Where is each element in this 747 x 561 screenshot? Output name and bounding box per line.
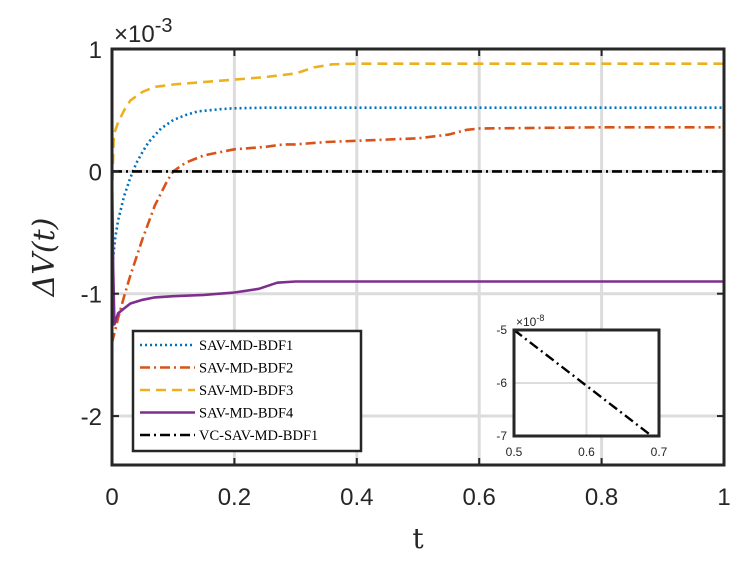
inset-x-tick-label: 0.7 bbox=[651, 445, 668, 459]
legend-label: VC-SAV-MD-BDF1 bbox=[199, 428, 318, 444]
inset-y-exponent-label: ×10-8 bbox=[516, 313, 544, 329]
inset-axis-ticks: 0.5 0.6 0.7 -5 -6 -7 bbox=[496, 323, 667, 459]
series-line-sav-md-bdf1 bbox=[110, 106, 724, 270]
series-lines bbox=[110, 62, 724, 343]
y-exponent-label: ×10-3 bbox=[114, 15, 173, 48]
series-line-sav-md-bdf4 bbox=[110, 171, 724, 326]
axis-ticks: 0 0.2 0.4 0.6 0.8 1 1 0 -1 -2 bbox=[81, 37, 731, 511]
y-axis-title: ΔV(t) bbox=[27, 218, 62, 298]
legend-box bbox=[131, 329, 363, 453]
inset-series-line-path bbox=[513, 329, 653, 437]
inset-y-tick-label: -7 bbox=[496, 429, 507, 443]
plot-area-frame bbox=[110, 47, 726, 467]
y-tick-label: 1 bbox=[89, 37, 102, 64]
inset-x-tick-label: 0.6 bbox=[578, 445, 595, 459]
legend: SAV-MD-BDF1 SAV-MD-BDF2 SAV-MD-BDF3 SAV-MD-… bbox=[131, 329, 363, 453]
inset-series-line bbox=[513, 329, 653, 437]
inset-plot: 0.5 0.6 0.7 -5 -6 -7 ×10-8 bbox=[496, 313, 667, 459]
y-tick-label: 0 bbox=[89, 159, 102, 186]
legend-label: SAV-MD-BDF1 bbox=[199, 338, 293, 354]
inset-y-tick-label: -6 bbox=[496, 376, 507, 390]
legend-label: SAV-MD-BDF2 bbox=[199, 361, 293, 377]
inset-frame bbox=[512, 328, 661, 438]
series-line-sav-md-bdf2 bbox=[110, 126, 724, 343]
inset-x-tick-label: 0.5 bbox=[506, 445, 523, 459]
x-tick-label: 0.4 bbox=[340, 484, 373, 511]
x-tick-label: 1 bbox=[717, 484, 730, 511]
x-axis-title: t bbox=[412, 522, 424, 555]
y-tick-label: -2 bbox=[81, 404, 102, 431]
y-tick-label: -1 bbox=[81, 282, 102, 309]
x-tick-label: 0.6 bbox=[463, 484, 496, 511]
inset-y-tick-label: -5 bbox=[496, 323, 507, 337]
legend-label: SAV-MD-BDF3 bbox=[199, 383, 293, 399]
x-tick-label: 0.2 bbox=[218, 484, 251, 511]
x-tick-label: 0.8 bbox=[585, 484, 618, 511]
legend-entries: SAV-MD-BDF1 SAV-MD-BDF2 SAV-MD-BDF3 SAV-MD-… bbox=[140, 338, 318, 444]
x-tick-label: 0 bbox=[105, 484, 118, 511]
legend-label: SAV-MD-BDF4 bbox=[199, 406, 294, 422]
